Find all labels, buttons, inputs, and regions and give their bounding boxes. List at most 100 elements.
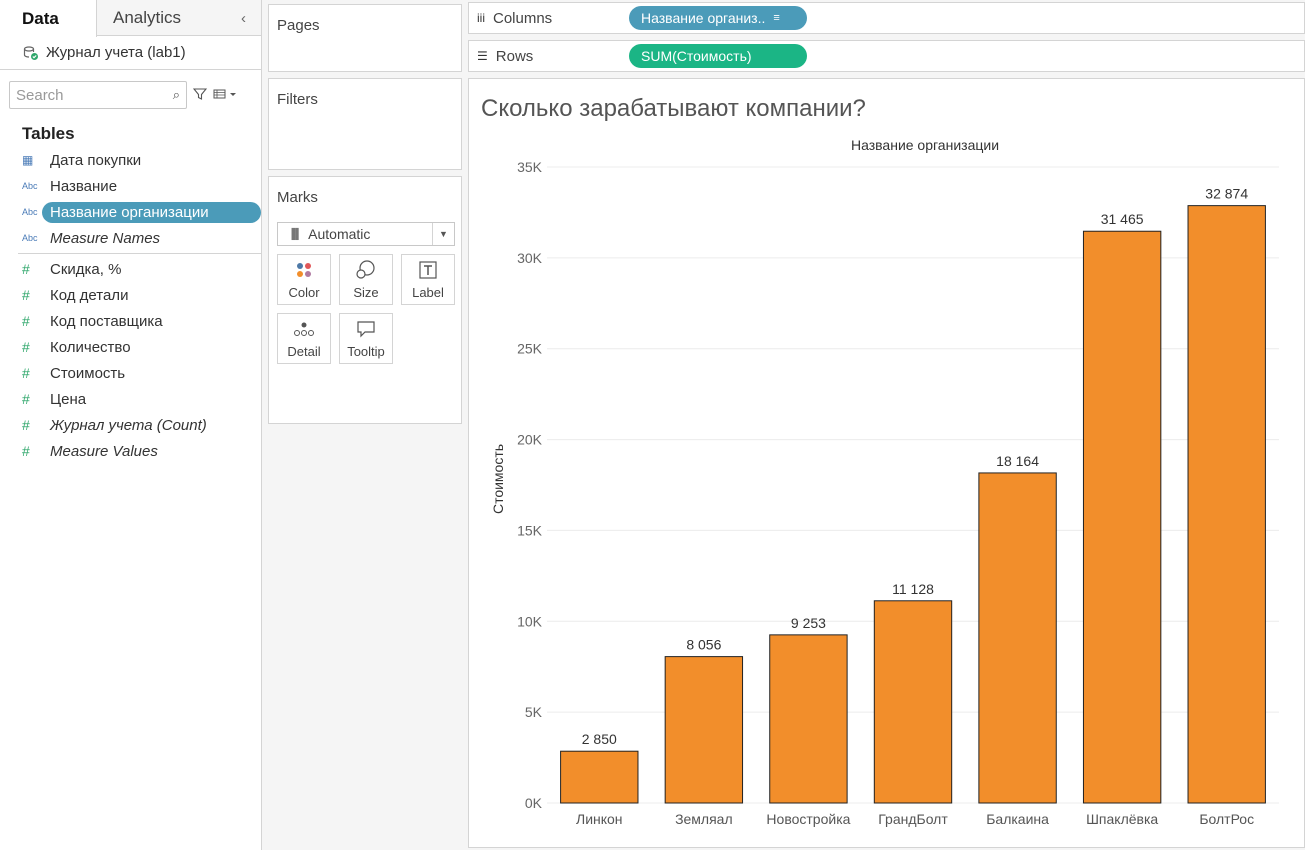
rows-pill-label: SUM(Стоимость) <box>641 48 752 64</box>
number-type-icon: # <box>22 287 30 303</box>
field-label: Название организации <box>42 201 261 223</box>
field-item[interactable]: # Журнал учета (Count) <box>0 412 261 438</box>
color-icon <box>294 259 314 281</box>
field-item[interactable]: # Количество <box>0 334 261 360</box>
number-type-icon: # <box>22 365 30 381</box>
bar <box>873 600 953 804</box>
calendar-icon: ▦ <box>22 153 34 167</box>
datasource-item[interactable]: Журнал учета (lab1) <box>0 36 261 70</box>
data-label: 31 465 <box>1101 211 1144 227</box>
columns-shelf[interactable]: iii Columns Название организ.. ≡ <box>468 2 1305 34</box>
number-type-icon: # <box>22 261 30 277</box>
x-tick-label: Балкаина <box>986 811 1049 827</box>
x-tick-label: Новостройка <box>766 811 850 827</box>
number-type-icon: # <box>22 313 30 329</box>
field-item[interactable]: ▦ Дата покупки <box>0 147 261 173</box>
field-item[interactable]: # Скидка, % <box>0 256 261 282</box>
measure-list: # Скидка, % # Код детали # Код поставщика # Кол… <box>0 256 261 464</box>
detail-label: Detail <box>287 344 321 359</box>
bar <box>769 634 848 804</box>
label-label: Label <box>412 285 444 300</box>
field-label: Журнал учета (Count) <box>50 416 207 434</box>
field-item[interactable]: Abc Название организации <box>0 199 261 225</box>
rows-shelf[interactable]: ☰ Rows SUM(Стоимость) <box>468 40 1305 72</box>
number-type-icon: # <box>22 339 30 355</box>
field-label: Цена <box>50 390 87 408</box>
pages-title: Pages <box>277 17 320 34</box>
number-type-icon: # <box>22 417 30 433</box>
x-tick-label: ГрандБолт <box>878 811 948 827</box>
columns-label: iii Columns <box>469 10 629 27</box>
tooltip-label: Tooltip <box>347 344 385 359</box>
field-item[interactable]: # Код детали <box>0 282 261 308</box>
y-axis-title: Стоимость <box>490 444 506 514</box>
field-item[interactable]: Abc Measure Names <box>0 225 261 251</box>
bar <box>560 750 639 804</box>
view-options-icon[interactable] <box>213 87 239 104</box>
abc-type-icon: Abc <box>22 181 38 191</box>
columns-icon: iii <box>477 11 485 25</box>
chevron-down-icon: ▼ <box>432 223 454 245</box>
field-item[interactable]: # Стоимость <box>0 360 261 386</box>
color-button[interactable]: Color <box>277 254 331 305</box>
abc-type-icon: Abc <box>22 207 38 217</box>
field-item[interactable]: Abc Название <box>0 173 261 199</box>
dimension-list: ▦ Дата покупки Abc Название Abc Название орга… <box>0 147 261 251</box>
mark-type-dropdown[interactable]: ▐▌ Automatic ▼ <box>277 222 455 246</box>
y-tick-label: 15K <box>517 522 543 538</box>
y-tick-label: 35K <box>517 159 543 175</box>
label-button[interactable]: Label <box>401 254 455 305</box>
sort-descending-icon: ≡ <box>773 12 780 24</box>
field-label: Скидка, % <box>50 260 122 278</box>
data-label: 2 850 <box>582 731 617 747</box>
filter-icon[interactable] <box>192 87 208 104</box>
field-label: Measure Values <box>50 442 158 460</box>
datasource-label: Журнал учета (lab1) <box>46 44 186 61</box>
columns-pill[interactable]: Название организ.. ≡ <box>629 6 807 30</box>
tab-analytics[interactable]: Analytics <box>113 8 182 27</box>
field-label: Название <box>50 177 118 195</box>
divider <box>18 253 261 254</box>
collapse-pane-icon[interactable]: ‹ <box>241 9 246 27</box>
field-item[interactable]: # Код поставщика <box>0 308 261 334</box>
filters-title: Filters <box>277 91 318 108</box>
pages-card[interactable]: Pages <box>268 4 462 72</box>
viz-area: Сколько зарабатывают компании? 0K 5K 10K 15… <box>468 78 1305 848</box>
detail-icon <box>293 318 315 340</box>
size-button[interactable]: Size <box>339 254 393 305</box>
field-label: Measure Names <box>50 229 161 247</box>
marks-title: Marks <box>277 189 318 206</box>
abc-type-icon: Abc <box>22 233 38 243</box>
tables-heading: Tables <box>22 124 75 143</box>
rows-label: ☰ Rows <box>469 48 629 65</box>
mark-type-label: Automatic <box>308 226 371 242</box>
search-icon: ⌕ <box>172 87 180 102</box>
rows-pill[interactable]: SUM(Стоимость) <box>629 44 807 68</box>
detail-button[interactable]: Detail <box>277 313 331 364</box>
data-label: 32 874 <box>1205 186 1248 202</box>
search-input[interactable] <box>16 86 173 104</box>
datasource-icon <box>22 44 40 62</box>
tooltip-button[interactable]: Tooltip <box>339 313 393 364</box>
field-item[interactable]: # Цена <box>0 386 261 412</box>
viz-title[interactable]: Сколько зарабатывают компании? <box>481 95 866 122</box>
bar-chart-icon: ▐▌ <box>288 228 303 240</box>
rows-text: Rows <box>495 47 534 65</box>
data-label: 18 164 <box>996 453 1039 469</box>
tooltip-icon <box>356 318 376 340</box>
data-label: 9 253 <box>791 615 826 631</box>
rows-icon: ☰ <box>477 49 488 63</box>
field-label: Дата покупки <box>50 151 142 169</box>
field-item[interactable]: # Measure Values <box>0 438 261 464</box>
data-label: 11 128 <box>892 581 934 597</box>
filters-card[interactable]: Filters <box>268 78 462 170</box>
pane-tabs: Data Analytics ‹ <box>0 0 261 37</box>
field-label: Код поставщика <box>50 312 163 330</box>
bar-chart: 0K 5K 10K 15K 20K 25K 30K 35K Название организац… <box>490 137 1279 827</box>
field-label: Количество <box>50 338 131 356</box>
field-label: Стоимость <box>50 364 126 382</box>
y-tick-label: 10K <box>517 613 543 629</box>
bar <box>1082 230 1162 804</box>
x-tick-label: Земляал <box>675 811 733 827</box>
tab-data[interactable]: Data <box>0 0 97 37</box>
